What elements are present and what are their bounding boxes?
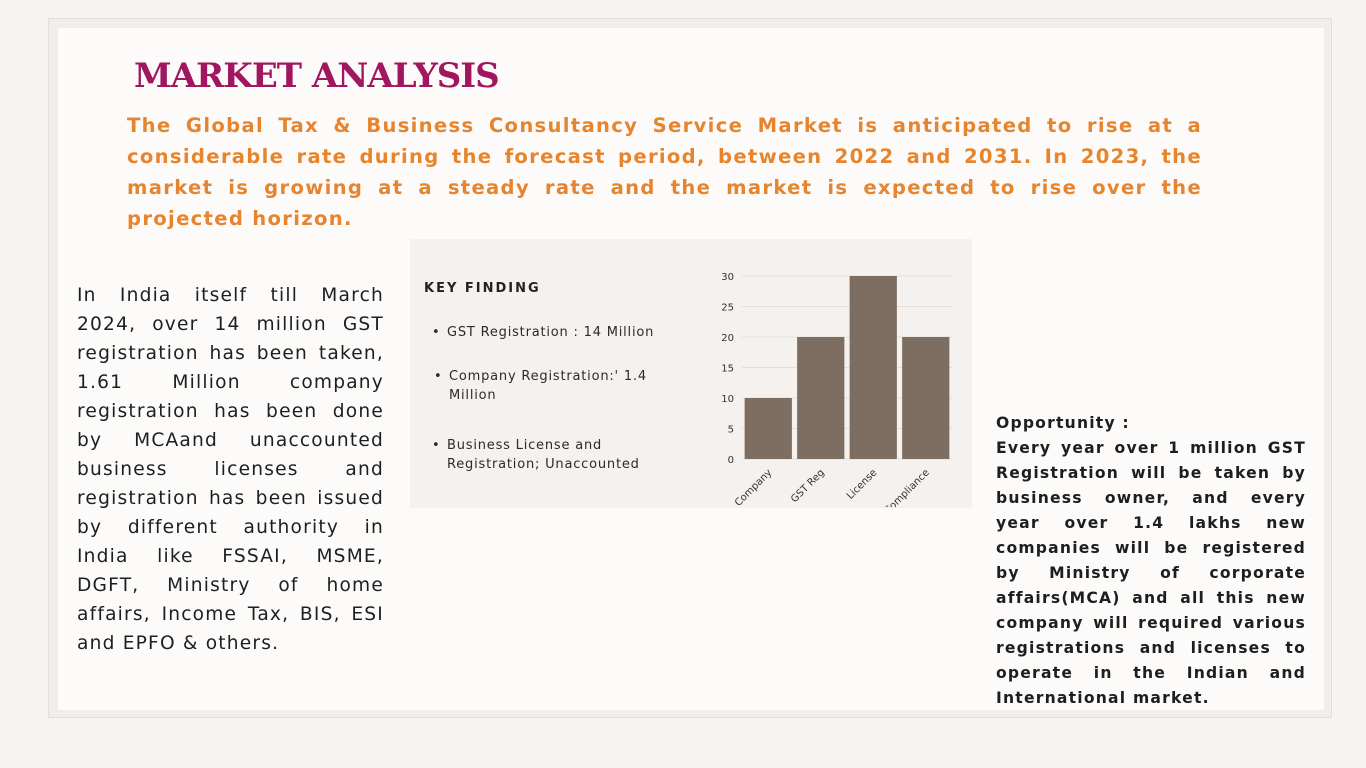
bar (744, 398, 792, 459)
bullet-icon: • (432, 438, 441, 453)
page-title: MARKET ANALYSIS (134, 56, 500, 96)
bar (849, 276, 897, 459)
key-finding-heading: KEY FINDING (424, 281, 541, 296)
opportunity-label: Opportunity : (996, 414, 1130, 432)
y-tick-label: 25 (721, 303, 734, 314)
bullet-icon: • (432, 325, 441, 340)
x-tick-label: GST Reg (789, 467, 827, 505)
key-finding-item: • Business License and Registration; Una… (432, 436, 672, 474)
x-tick-label: Company (733, 467, 774, 507)
y-tick-label: 15 (721, 364, 734, 375)
bar (902, 337, 950, 459)
key-finding-text: Business License and Registration; Unacc… (447, 438, 640, 472)
y-tick-label: 10 (721, 394, 734, 405)
y-tick-label: 0 (728, 455, 734, 466)
x-tick-label: License (845, 467, 879, 501)
key-finding-panel: KEY FINDING • GST Registration : 14 Mill… (410, 239, 972, 508)
bar (797, 337, 845, 459)
bullet-icon: • (434, 369, 443, 384)
key-finding-text: GST Registration : 14 Million (447, 325, 655, 340)
india-registration-text: In India itself till March 2024, over 14… (77, 285, 384, 654)
key-finding-text: Company Registration:' 1.4 Million (449, 369, 647, 403)
intro-paragraph: The Global Tax & Business Consultancy Se… (127, 114, 1202, 230)
opportunity-section: Opportunity : Every year over 1 million … (996, 411, 1306, 711)
key-finding-item: • GST Registration : 14 Million (432, 323, 687, 342)
x-tick-label: Compliance (882, 467, 931, 507)
opportunity-text: Every year over 1 million GST Registrati… (996, 439, 1306, 707)
key-finding-item: • Company Registration:' 1.4 Million (434, 367, 667, 405)
y-tick-label: 5 (728, 425, 734, 436)
y-tick-label: 30 (721, 272, 734, 283)
registration-bar-chart: 0 5 10 15 20 25 30 Company GST Reg License Complia… (721, 272, 952, 507)
y-tick-label: 20 (721, 333, 734, 344)
